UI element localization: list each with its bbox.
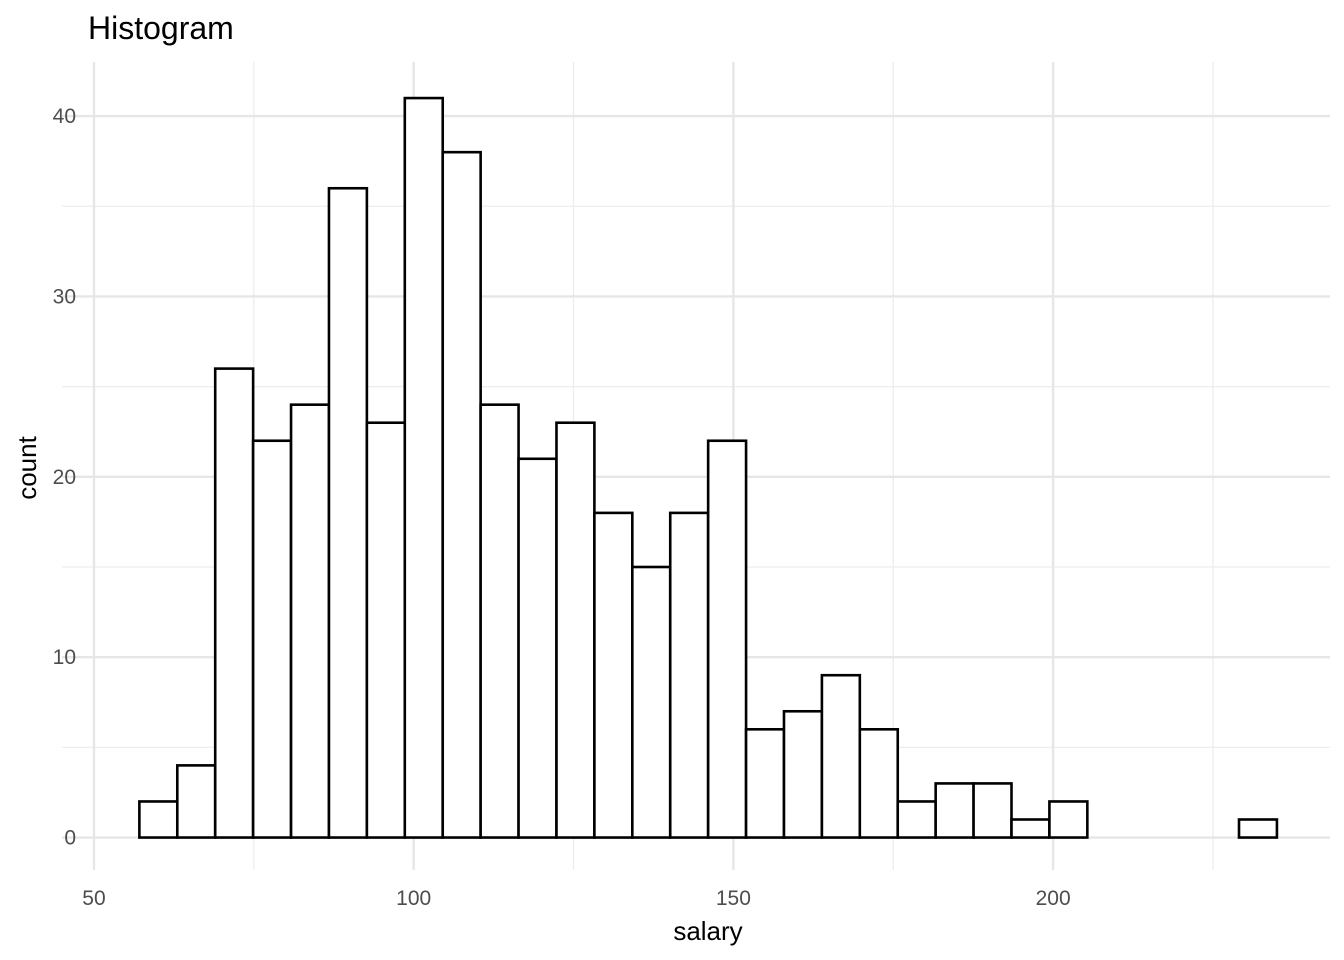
y-axis-ticks: 0 10 20 30 40 <box>53 105 76 849</box>
histogram-bar <box>1237 818 1279 839</box>
histogram-bar <box>175 764 217 839</box>
histogram-bar <box>631 565 672 839</box>
x-tick-label: 200 <box>1036 887 1071 910</box>
x-tick-label: 150 <box>716 887 751 910</box>
histogram-bar <box>441 150 482 839</box>
histogram-bar <box>668 511 710 839</box>
x-tick-label: 50 <box>82 887 105 910</box>
chart-title: Histogram <box>88 10 234 46</box>
histogram-bar <box>593 511 634 839</box>
histogram-bar <box>706 439 748 839</box>
histogram-bar <box>896 800 937 839</box>
histogram-bar <box>365 421 407 839</box>
bars-group <box>138 96 1279 839</box>
histogram-bar <box>744 728 786 839</box>
histogram-bar <box>479 403 520 839</box>
histogram-bar <box>858 728 900 839</box>
histogram-bar <box>820 673 862 839</box>
histogram-bar <box>517 457 558 839</box>
histogram-bar <box>403 96 445 839</box>
y-tick-label: 0 <box>64 827 76 850</box>
histogram-bar <box>972 782 1013 839</box>
histogram-bar <box>138 800 179 839</box>
histogram-bar <box>327 186 369 839</box>
histogram-bar <box>934 782 975 839</box>
histogram-bar <box>782 709 824 839</box>
y-tick-label: 10 <box>53 646 76 669</box>
y-tick-label: 30 <box>53 285 76 308</box>
y-tick-label: 20 <box>53 466 76 489</box>
histogram-bar <box>1010 818 1051 839</box>
y-axis-title: count <box>12 435 42 499</box>
x-axis-title: salary <box>673 916 742 946</box>
histogram-bar <box>251 439 293 839</box>
histogram-bar <box>1048 800 1089 839</box>
histogram-bar <box>289 403 331 839</box>
y-tick-label: 40 <box>53 105 76 128</box>
histogram-bar <box>555 421 596 839</box>
x-axis-ticks: 50 100 150 200 <box>82 887 1070 910</box>
histogram-bar <box>213 367 255 839</box>
x-tick-label: 100 <box>396 887 431 910</box>
